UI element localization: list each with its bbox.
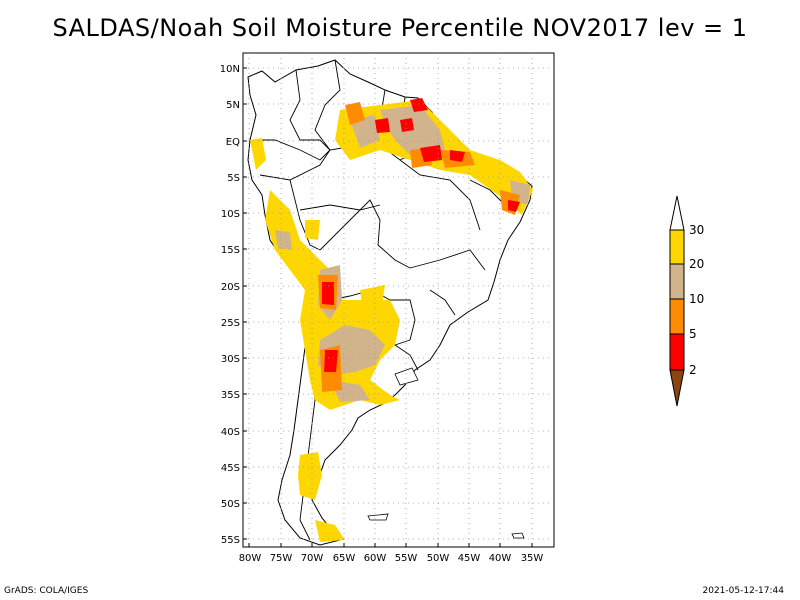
footer-timestamp: 2021-05-12-17:44 bbox=[702, 586, 785, 596]
lat-label-20s: 20S bbox=[221, 282, 240, 293]
lat-label-10s: 10S bbox=[221, 209, 240, 220]
percentile-shading bbox=[250, 98, 533, 542]
legend-swatch-above-30 bbox=[669, 195, 685, 231]
legend-swatch-below-2 bbox=[669, 369, 685, 407]
legend-label-2: 2 bbox=[689, 363, 697, 377]
colorbar-legend bbox=[669, 195, 685, 407]
footer-credit: GrADS: COLA/IGES bbox=[4, 586, 89, 596]
legend-swatch-20-30 bbox=[669, 229, 685, 265]
lat-label-5n: 5N bbox=[226, 100, 240, 111]
legend-swatch-10-20 bbox=[669, 263, 685, 300]
lat-label-10n: 10N bbox=[220, 64, 240, 75]
lon-label-50w: 50W bbox=[427, 553, 450, 564]
map-title: SALDAS/Noah Soil Moisture Percentile NOV… bbox=[52, 14, 748, 42]
legend-label-30: 30 bbox=[689, 223, 704, 237]
lat-label-25s: 25S bbox=[221, 318, 240, 329]
legend-swatch-5-10 bbox=[669, 298, 685, 335]
lon-label-80w: 80W bbox=[239, 553, 262, 564]
legend-label-10: 10 bbox=[689, 292, 704, 306]
lon-label-35w: 35W bbox=[521, 553, 544, 564]
lat-label-35s: 35S bbox=[221, 390, 240, 401]
lat-label-15s: 15S bbox=[221, 245, 240, 256]
legend-swatch-2-5 bbox=[669, 333, 685, 371]
legend-label-20: 20 bbox=[689, 257, 704, 271]
lat-label-eq: EQ bbox=[226, 137, 240, 148]
lat-label-30s: 30S bbox=[221, 354, 240, 365]
lat-label-45s: 45S bbox=[221, 463, 240, 474]
lat-label-55s: 55S bbox=[221, 535, 240, 546]
lon-label-65w: 65W bbox=[333, 553, 356, 564]
islands bbox=[367, 367, 525, 539]
lat-lon-grid bbox=[243, 53, 554, 547]
lon-label-45w: 45W bbox=[458, 553, 481, 564]
lon-label-70w: 70W bbox=[301, 553, 324, 564]
lon-label-75w: 75W bbox=[270, 553, 293, 564]
lat-label-40s: 40S bbox=[221, 427, 240, 438]
lon-label-55w: 55W bbox=[395, 553, 418, 564]
axis-ticks bbox=[243, 67, 533, 547]
lat-label-50s: 50S bbox=[221, 499, 240, 510]
lat-label-5s: 5S bbox=[227, 173, 240, 184]
lon-label-40w: 40W bbox=[489, 553, 512, 564]
legend-label-5: 5 bbox=[689, 327, 697, 341]
lon-label-60w: 60W bbox=[364, 553, 387, 564]
